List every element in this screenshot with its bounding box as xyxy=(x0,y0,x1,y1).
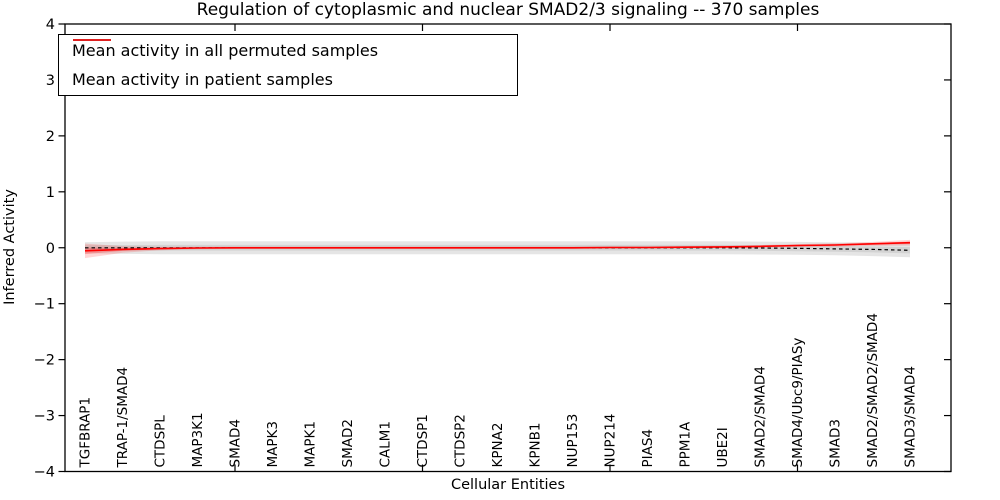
x-category-label: NUP153 xyxy=(565,414,581,468)
patient-mean-line xyxy=(84,241,911,252)
x-category-label: KPNB1 xyxy=(528,423,544,468)
y-tick-label: 0 xyxy=(46,241,55,257)
legend-label-patient: Mean activity in patient samples xyxy=(72,70,333,89)
y-tick-label: −4 xyxy=(34,465,55,481)
x-category-label: SMAD4/Ubc9/PIASy xyxy=(790,338,806,468)
y-tick-label: 2 xyxy=(46,129,55,145)
x-category-label: PPM1A xyxy=(678,421,694,468)
x-axis-label: Cellular Entities xyxy=(450,477,566,493)
x-category-label: SMAD3 xyxy=(828,419,844,467)
x-category-label: SMAD2/SMAD4 xyxy=(753,366,769,467)
x-category-label: CTDSP1 xyxy=(415,414,431,467)
x-category-label: SMAD2 xyxy=(340,419,356,467)
legend-item-permuted: Mean activity in all permuted samples xyxy=(59,36,517,65)
x-category-label: MAPK3 xyxy=(265,421,281,467)
confidence-bands xyxy=(85,239,910,259)
y-tick-label: 1 xyxy=(46,185,55,201)
y-tick-label: 3 xyxy=(46,73,55,89)
y-tick-label: −2 xyxy=(34,353,55,369)
patient-line-swatch xyxy=(73,39,111,41)
x-category-label: PIAS4 xyxy=(640,429,656,468)
x-category-label: CTDSPL xyxy=(153,415,169,468)
legend-label-permuted: Mean activity in all permuted samples xyxy=(72,41,379,60)
x-category-label: SMAD3/SMAD4 xyxy=(903,366,919,467)
permuted-band xyxy=(85,241,910,258)
x-category-label: NUP214 xyxy=(603,414,619,468)
x-category-label: CALM1 xyxy=(378,421,394,467)
x-category-label: MAP3K1 xyxy=(190,412,206,467)
x-category-label: CTDSP2 xyxy=(453,414,469,467)
y-tick-label: 4 xyxy=(46,17,55,33)
legend-item-patient: Mean activity in patient samples xyxy=(59,39,517,94)
chart-title: Regulation of cytoplasmic and nuclear SM… xyxy=(196,0,820,20)
data-lines xyxy=(84,241,911,252)
x-category-label: SMAD4 xyxy=(228,419,244,467)
x-category-label: UBE2I xyxy=(715,427,731,467)
x-category-label: TRAP-1/SMAD4 xyxy=(115,367,131,469)
tick-labels: 4 3 2 1 0 −1 −2 −3 −4 TGFBRAP1 TRAP-1/SMAD4 CTDSPL M… xyxy=(34,17,919,481)
tick-marks xyxy=(58,23,951,473)
x-category-label: KPNA2 xyxy=(490,423,506,468)
y-axis-label: Inferred Activity xyxy=(2,189,18,305)
x-category-label: SMAD2/SMAD2/SMAD4 xyxy=(865,313,881,467)
x-category-label: MAPK1 xyxy=(303,421,319,467)
y-tick-label: −1 xyxy=(34,297,55,313)
x-category-label: TGFBRAP1 xyxy=(78,397,94,469)
y-tick-label: −3 xyxy=(34,409,55,425)
legend: Mean activity in all permuted samples Me… xyxy=(58,34,518,96)
